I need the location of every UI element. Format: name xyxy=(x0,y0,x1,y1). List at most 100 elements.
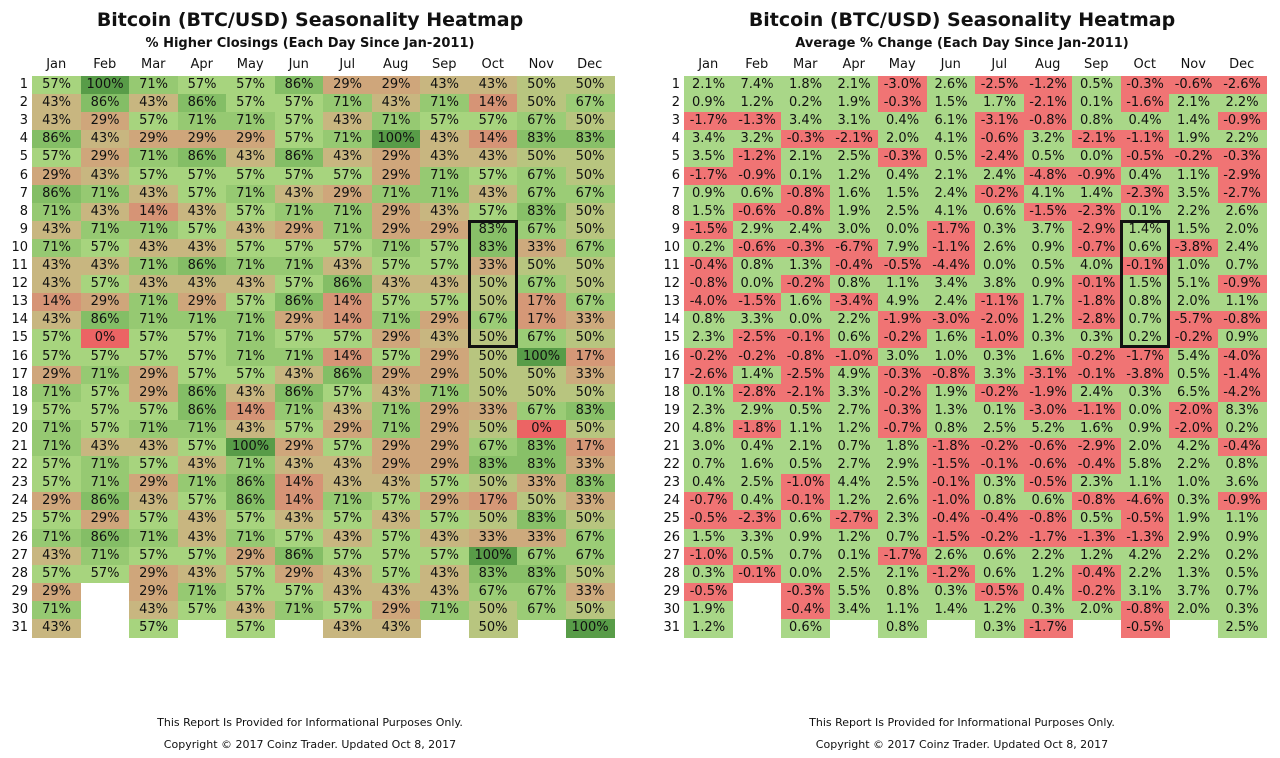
heatmap-cell: 0.9% xyxy=(684,94,734,113)
day-label: 10 xyxy=(663,239,680,255)
heatmap-cell: 0.3% xyxy=(1023,329,1073,349)
heatmap-cell: -0.2% xyxy=(1072,347,1122,367)
heatmap-cell: -0.8% xyxy=(1023,112,1073,131)
heatmap-cell: 57% xyxy=(420,257,470,276)
heatmap-cell: 57% xyxy=(468,112,518,131)
heatmap-cell: -0.8% xyxy=(1217,311,1267,330)
heatmap-cell: 0.3% xyxy=(1169,492,1219,511)
heatmap-cell: 71% xyxy=(274,202,324,222)
heatmap-cell: 83% xyxy=(468,564,518,584)
day-label: 3 xyxy=(671,113,680,129)
heatmap-cell: 71% xyxy=(226,184,276,204)
heatmap-cell: 57% xyxy=(32,510,82,530)
heatmap-cell: 33% xyxy=(517,238,567,258)
heatmap-cell: 14% xyxy=(323,347,373,367)
day-label: 6 xyxy=(671,167,680,183)
heatmap-cell: 43% xyxy=(274,184,324,204)
heatmap-cell: 71% xyxy=(129,220,179,240)
month-header: Mar xyxy=(792,57,818,72)
heatmap-cell: 14% xyxy=(323,311,373,330)
heatmap-cell: 4.1% xyxy=(926,202,976,222)
heatmap-cell: 83% xyxy=(517,438,567,457)
heatmap-cell: 3.0% xyxy=(829,220,879,240)
heatmap-cell: 71% xyxy=(420,600,470,620)
heatmap-cell: 1.5% xyxy=(684,528,734,548)
heatmap-cell: 50% xyxy=(468,419,518,439)
day-label: 28 xyxy=(663,565,680,581)
heatmap-cell: 43% xyxy=(420,76,470,95)
heatmap-cell: -0.1% xyxy=(781,492,831,511)
day-label: 11 xyxy=(663,258,680,273)
day-label: 28 xyxy=(11,565,28,581)
heatmap-cell: 1.2% xyxy=(829,166,879,186)
heatmap-cell: -1.2% xyxy=(1023,76,1073,95)
heatmap-cell: 1.4% xyxy=(1120,220,1170,240)
heatmap-cell: 0.8% xyxy=(878,582,928,602)
heatmap-cell: 1.5% xyxy=(1169,220,1219,240)
heatmap-cell: -2.9% xyxy=(1072,438,1122,457)
heatmap-cell: 1.2% xyxy=(1023,311,1073,330)
heatmap-cell: 29% xyxy=(274,438,324,457)
day-label: 10 xyxy=(11,239,28,255)
heatmap-cell: 0.7% xyxy=(1120,311,1170,330)
heatmap-cell: 50% xyxy=(468,275,518,294)
heatmap-cell: -2.5% xyxy=(781,365,831,385)
heatmap-cell: 33% xyxy=(565,365,615,385)
heatmap-cell: -0.2% xyxy=(1169,148,1219,168)
heatmap-cell: 86% xyxy=(274,293,324,312)
day-label: 9 xyxy=(671,221,680,237)
heatmap-cell: 83% xyxy=(517,564,567,584)
heatmap-cell: -0.8% xyxy=(684,275,734,294)
heatmap-cell: 57% xyxy=(226,582,276,602)
heatmap-cell: 14% xyxy=(323,293,373,312)
heatmap-cell: -1.8% xyxy=(732,419,782,439)
heatmap-cell: 67% xyxy=(517,112,567,131)
day-label: 26 xyxy=(11,529,28,545)
heatmap-cell: 1.6% xyxy=(732,456,782,475)
heatmap-cell: 3.4% xyxy=(781,112,831,131)
heatmap-cell: 86% xyxy=(274,148,324,168)
heatmap-cell: 57% xyxy=(129,401,179,421)
heatmap-cell: -2.8% xyxy=(732,383,782,403)
heatmap-cell: 83% xyxy=(517,456,567,475)
heatmap-cell: 67% xyxy=(565,238,615,258)
heatmap-cell: 1.1% xyxy=(1217,510,1267,530)
month-header: Dec xyxy=(577,57,603,72)
heatmap-cell: 0.7% xyxy=(1217,582,1267,602)
heatmap-cell: -0.1% xyxy=(926,474,976,493)
month-header: May xyxy=(888,57,916,72)
heatmap-cell: 43% xyxy=(323,148,373,168)
heatmap-cell: 71% xyxy=(32,600,82,620)
month-header: Jan xyxy=(698,57,719,72)
month-header: Apr xyxy=(190,57,214,72)
heatmap-cell: 4.4% xyxy=(829,474,879,493)
heatmap-cell: -1.8% xyxy=(1072,293,1122,312)
heatmap-cell: 1.2% xyxy=(829,419,879,439)
month-header: Aug xyxy=(1035,57,1061,72)
heatmap-cell: 2.9% xyxy=(878,456,928,475)
heatmap-cell: 1.8% xyxy=(878,438,928,457)
heatmap-cell: 0.7% xyxy=(781,546,831,566)
heatmap-cell: 50% xyxy=(468,600,518,620)
heatmap-cell: 0.8% xyxy=(732,257,782,276)
heatmap-cell: 57% xyxy=(80,419,130,439)
heatmap-cell: 14% xyxy=(274,474,324,493)
heatmap-cell: 0% xyxy=(517,419,567,439)
heatmap-cell: -0.9% xyxy=(1217,492,1267,511)
heatmap-cell: 7.9% xyxy=(878,238,928,258)
heatmap-cell: 43% xyxy=(323,112,373,131)
heatmap-cell: 57% xyxy=(274,528,324,548)
heatmap-cell: -1.0% xyxy=(684,546,734,566)
heatmap-cell: 0.8% xyxy=(1120,293,1170,312)
heatmap-cell: 0.5% xyxy=(732,546,782,566)
heatmap-cell: 57% xyxy=(129,546,179,566)
day-label: 30 xyxy=(663,601,680,617)
heatmap-cell: -0.2% xyxy=(781,275,831,294)
heatmap-cell: 43% xyxy=(468,148,518,168)
heatmap-cell: -1.3% xyxy=(732,112,782,131)
heatmap-cell: 29% xyxy=(420,347,470,367)
heatmap-cell: -1.7% xyxy=(1023,619,1073,638)
heatmap-cell: 71% xyxy=(420,184,470,204)
heatmap-cell: 43% xyxy=(226,419,276,439)
heatmap-cell: 71% xyxy=(32,202,82,222)
